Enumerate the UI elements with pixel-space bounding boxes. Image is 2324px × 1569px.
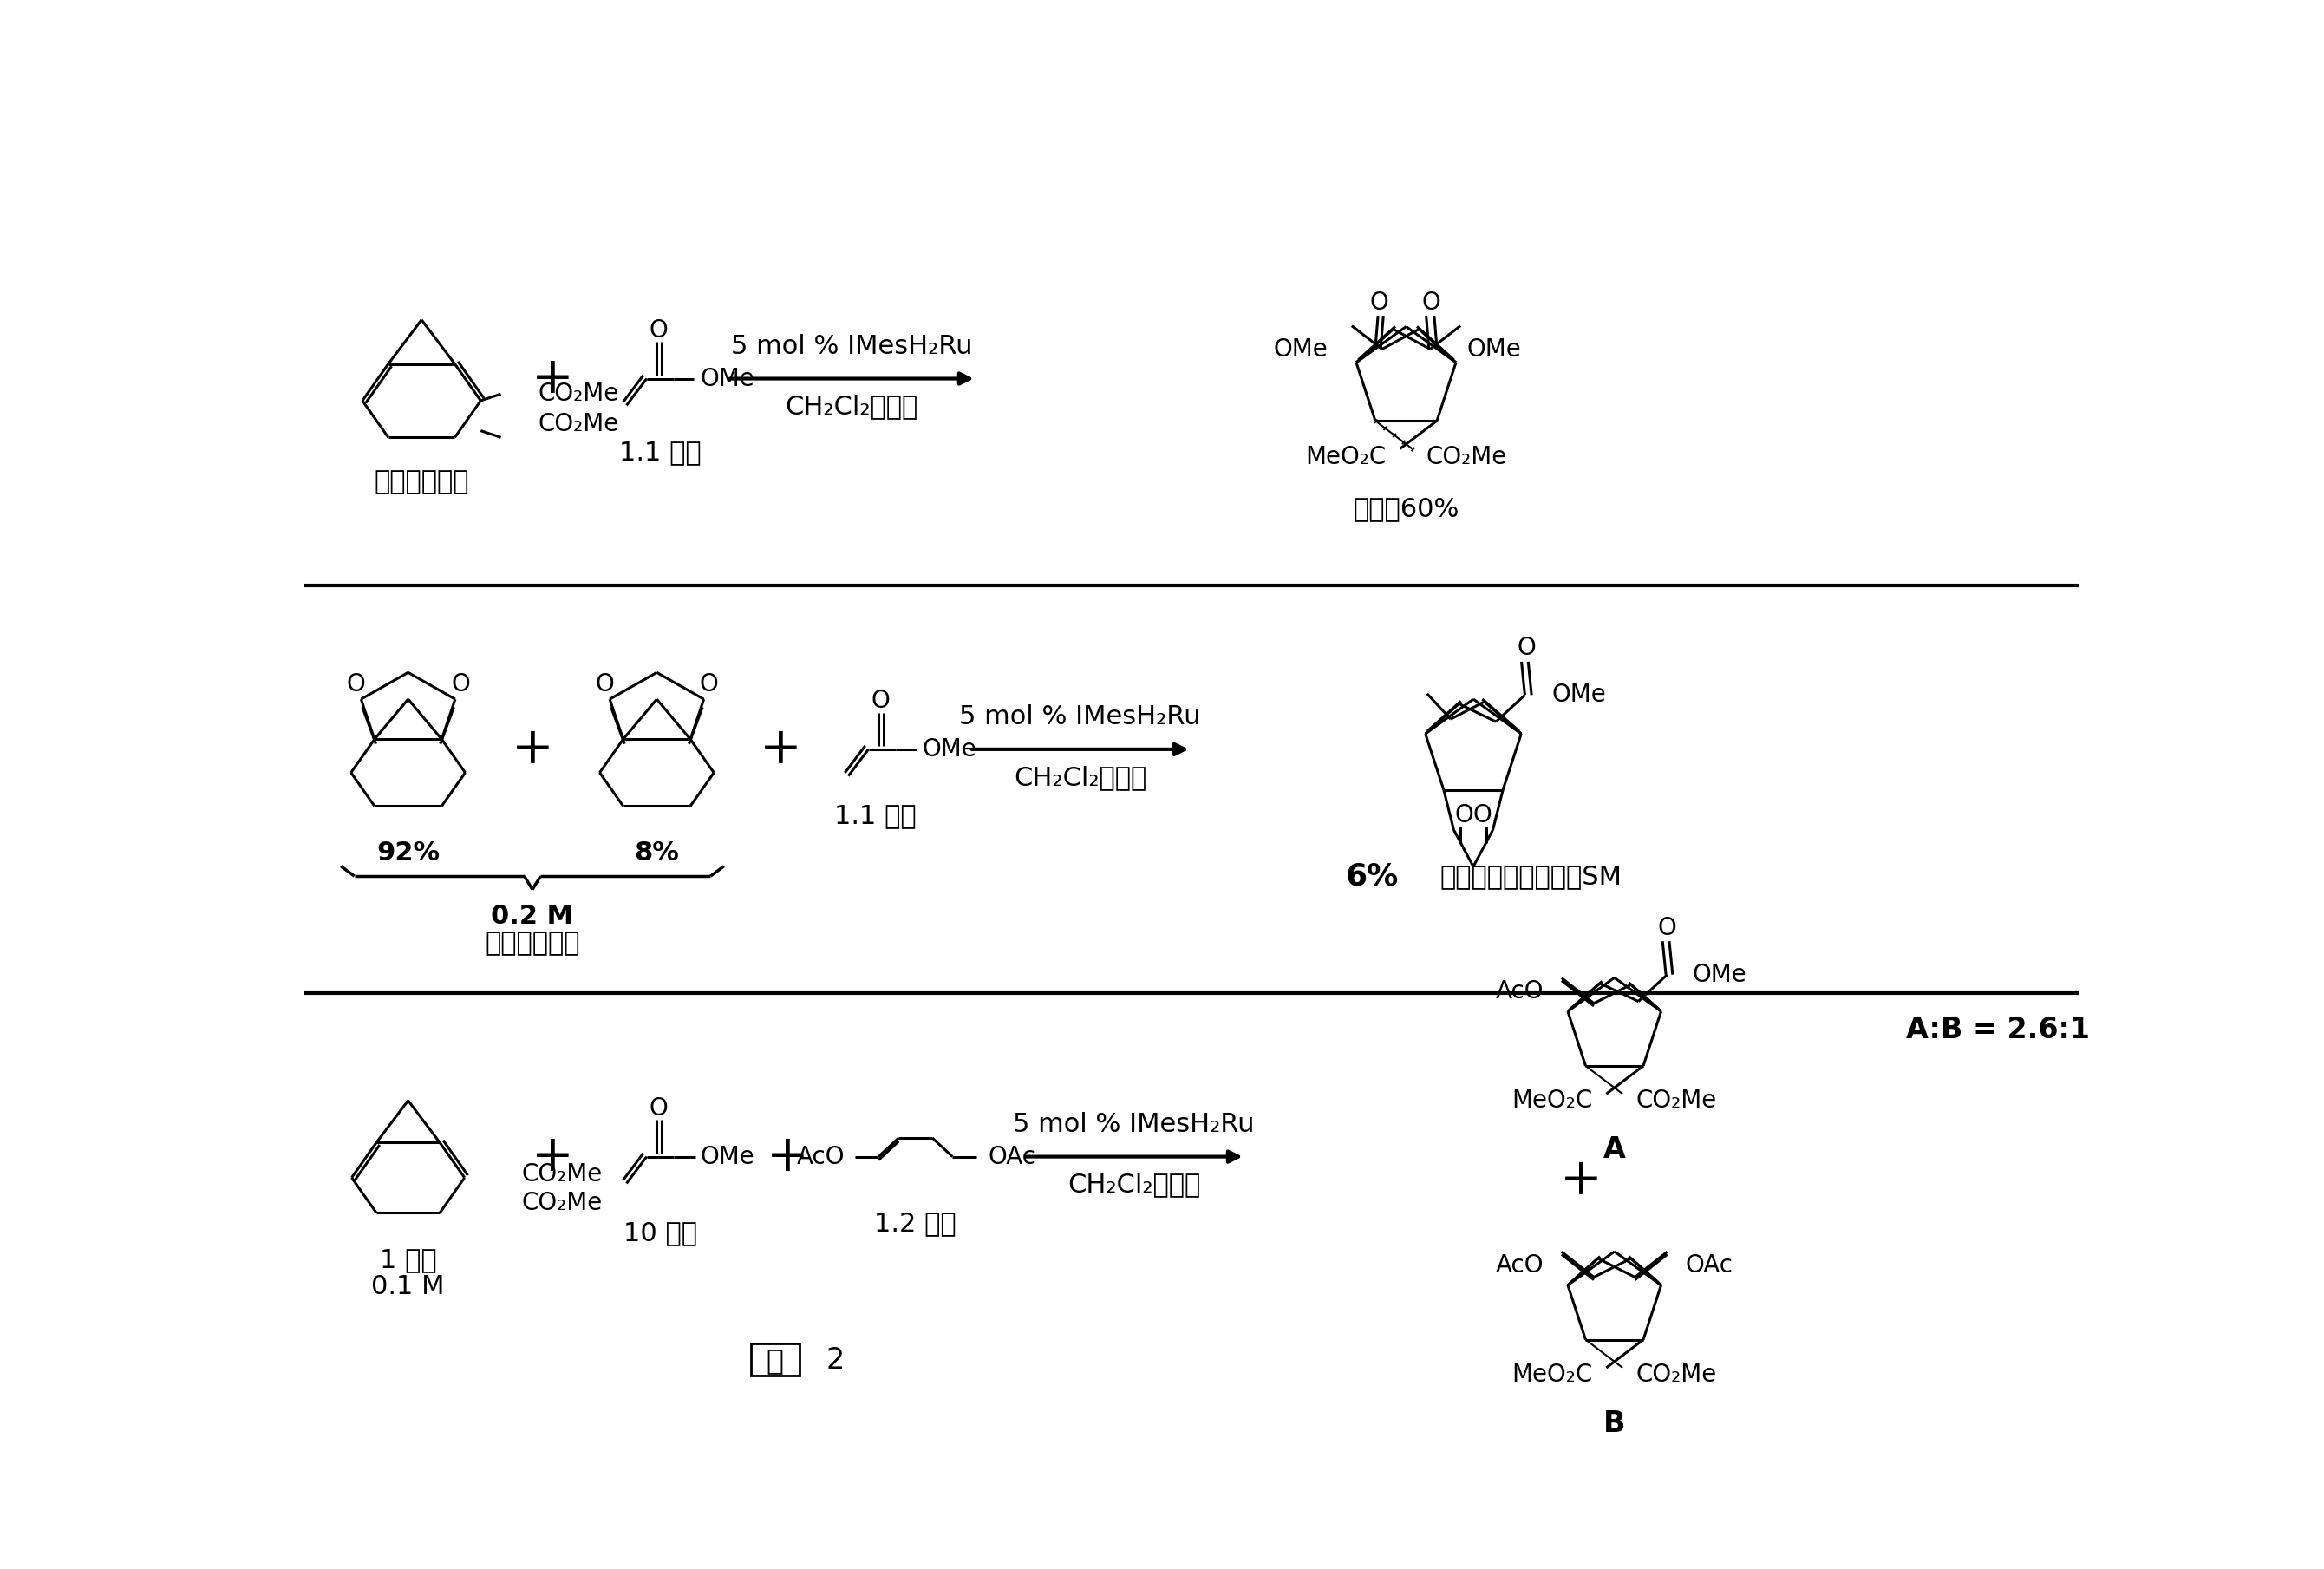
Text: 8%: 8% bbox=[634, 841, 679, 866]
Text: B: B bbox=[1604, 1409, 1624, 1439]
Text: O: O bbox=[346, 673, 365, 697]
Text: CH₂Cl₂，回流: CH₂Cl₂，回流 bbox=[786, 394, 918, 419]
Text: +: + bbox=[1559, 1155, 1601, 1205]
Text: AcO: AcO bbox=[1494, 979, 1543, 1004]
Text: 5 mol % IMesH₂Ru: 5 mol % IMesH₂Ru bbox=[732, 334, 971, 359]
Text: CO₂Me: CO₂Me bbox=[1636, 1362, 1717, 1387]
Bar bbox=[751, 1343, 799, 1376]
Text: CO₂Me: CO₂Me bbox=[1425, 446, 1506, 469]
Text: 92%: 92% bbox=[376, 841, 439, 866]
Text: CH₂Cl₂，回流: CH₂Cl₂，回流 bbox=[1013, 764, 1146, 789]
Text: O: O bbox=[648, 1097, 669, 1120]
Text: O: O bbox=[700, 673, 718, 697]
Text: O: O bbox=[1473, 803, 1492, 827]
Text: 所有均为内型: 所有均为内型 bbox=[374, 469, 469, 494]
Text: 2: 2 bbox=[825, 1346, 844, 1374]
Text: +: + bbox=[511, 725, 553, 774]
Text: +: + bbox=[532, 1131, 574, 1181]
Text: O: O bbox=[1518, 635, 1536, 661]
Text: O: O bbox=[872, 689, 890, 714]
Text: A: A bbox=[1604, 1136, 1627, 1164]
Text: O: O bbox=[451, 673, 469, 697]
Text: AcO: AcO bbox=[1494, 1254, 1543, 1277]
Text: O: O bbox=[595, 673, 614, 697]
Text: OMe: OMe bbox=[700, 1144, 755, 1169]
Text: OMe: OMe bbox=[923, 737, 976, 761]
Text: 1.1 当量: 1.1 当量 bbox=[618, 439, 702, 464]
Text: MeO₂C: MeO₂C bbox=[1306, 446, 1387, 469]
Text: 5 mol % IMesH₂Ru: 5 mol % IMesH₂Ru bbox=[1013, 1112, 1255, 1138]
Text: +: + bbox=[767, 1131, 809, 1181]
Text: A:B = 2.6:1: A:B = 2.6:1 bbox=[1906, 1015, 2089, 1043]
Text: 6%: 6% bbox=[1346, 861, 1399, 891]
Text: OMe: OMe bbox=[1466, 337, 1522, 361]
Text: OMe: OMe bbox=[1552, 683, 1606, 708]
Text: 1 当量: 1 当量 bbox=[379, 1247, 437, 1272]
Text: 5 mol % IMesH₂Ru: 5 mol % IMesH₂Ru bbox=[960, 704, 1202, 730]
Text: 产率级60%: 产率级60% bbox=[1353, 496, 1459, 521]
Text: OMe: OMe bbox=[700, 367, 755, 391]
Text: CO₂Me: CO₂Me bbox=[1636, 1089, 1717, 1112]
Text: O: O bbox=[1455, 803, 1473, 827]
Text: CO₂Me: CO₂Me bbox=[537, 381, 618, 406]
Text: CO₂Me: CO₂Me bbox=[537, 413, 618, 436]
Text: CO₂Me: CO₂Me bbox=[521, 1191, 602, 1216]
Text: 0.2 M: 0.2 M bbox=[490, 904, 574, 929]
Text: O: O bbox=[648, 319, 669, 342]
Text: O: O bbox=[1657, 916, 1676, 940]
Text: OMe: OMe bbox=[1692, 962, 1748, 987]
Text: O: O bbox=[1422, 290, 1441, 314]
Text: 1.2 当量: 1.2 当量 bbox=[874, 1211, 957, 1236]
Text: AcO: AcO bbox=[797, 1144, 846, 1169]
Text: 所有均为外型: 所有均为外型 bbox=[486, 930, 581, 956]
Text: +: + bbox=[532, 355, 574, 403]
Text: CH₂Cl₂，回流: CH₂Cl₂，回流 bbox=[1067, 1172, 1202, 1197]
Text: 0.1 M: 0.1 M bbox=[372, 1274, 444, 1299]
Text: OAc: OAc bbox=[1685, 1254, 1734, 1277]
Text: 10 当量: 10 当量 bbox=[623, 1221, 697, 1246]
Text: 图: 图 bbox=[767, 1346, 783, 1374]
Text: +: + bbox=[760, 725, 802, 774]
Text: OAc: OAc bbox=[988, 1144, 1037, 1169]
Text: O: O bbox=[1369, 290, 1390, 314]
Text: MeO₂C: MeO₂C bbox=[1513, 1362, 1592, 1387]
Text: 和完全回收二取代的SM: 和完全回收二取代的SM bbox=[1439, 863, 1622, 888]
Text: 1.1 当量: 1.1 当量 bbox=[834, 803, 916, 828]
Text: OMe: OMe bbox=[1274, 337, 1329, 361]
Text: CO₂Me: CO₂Me bbox=[521, 1163, 602, 1186]
Text: MeO₂C: MeO₂C bbox=[1513, 1089, 1592, 1112]
